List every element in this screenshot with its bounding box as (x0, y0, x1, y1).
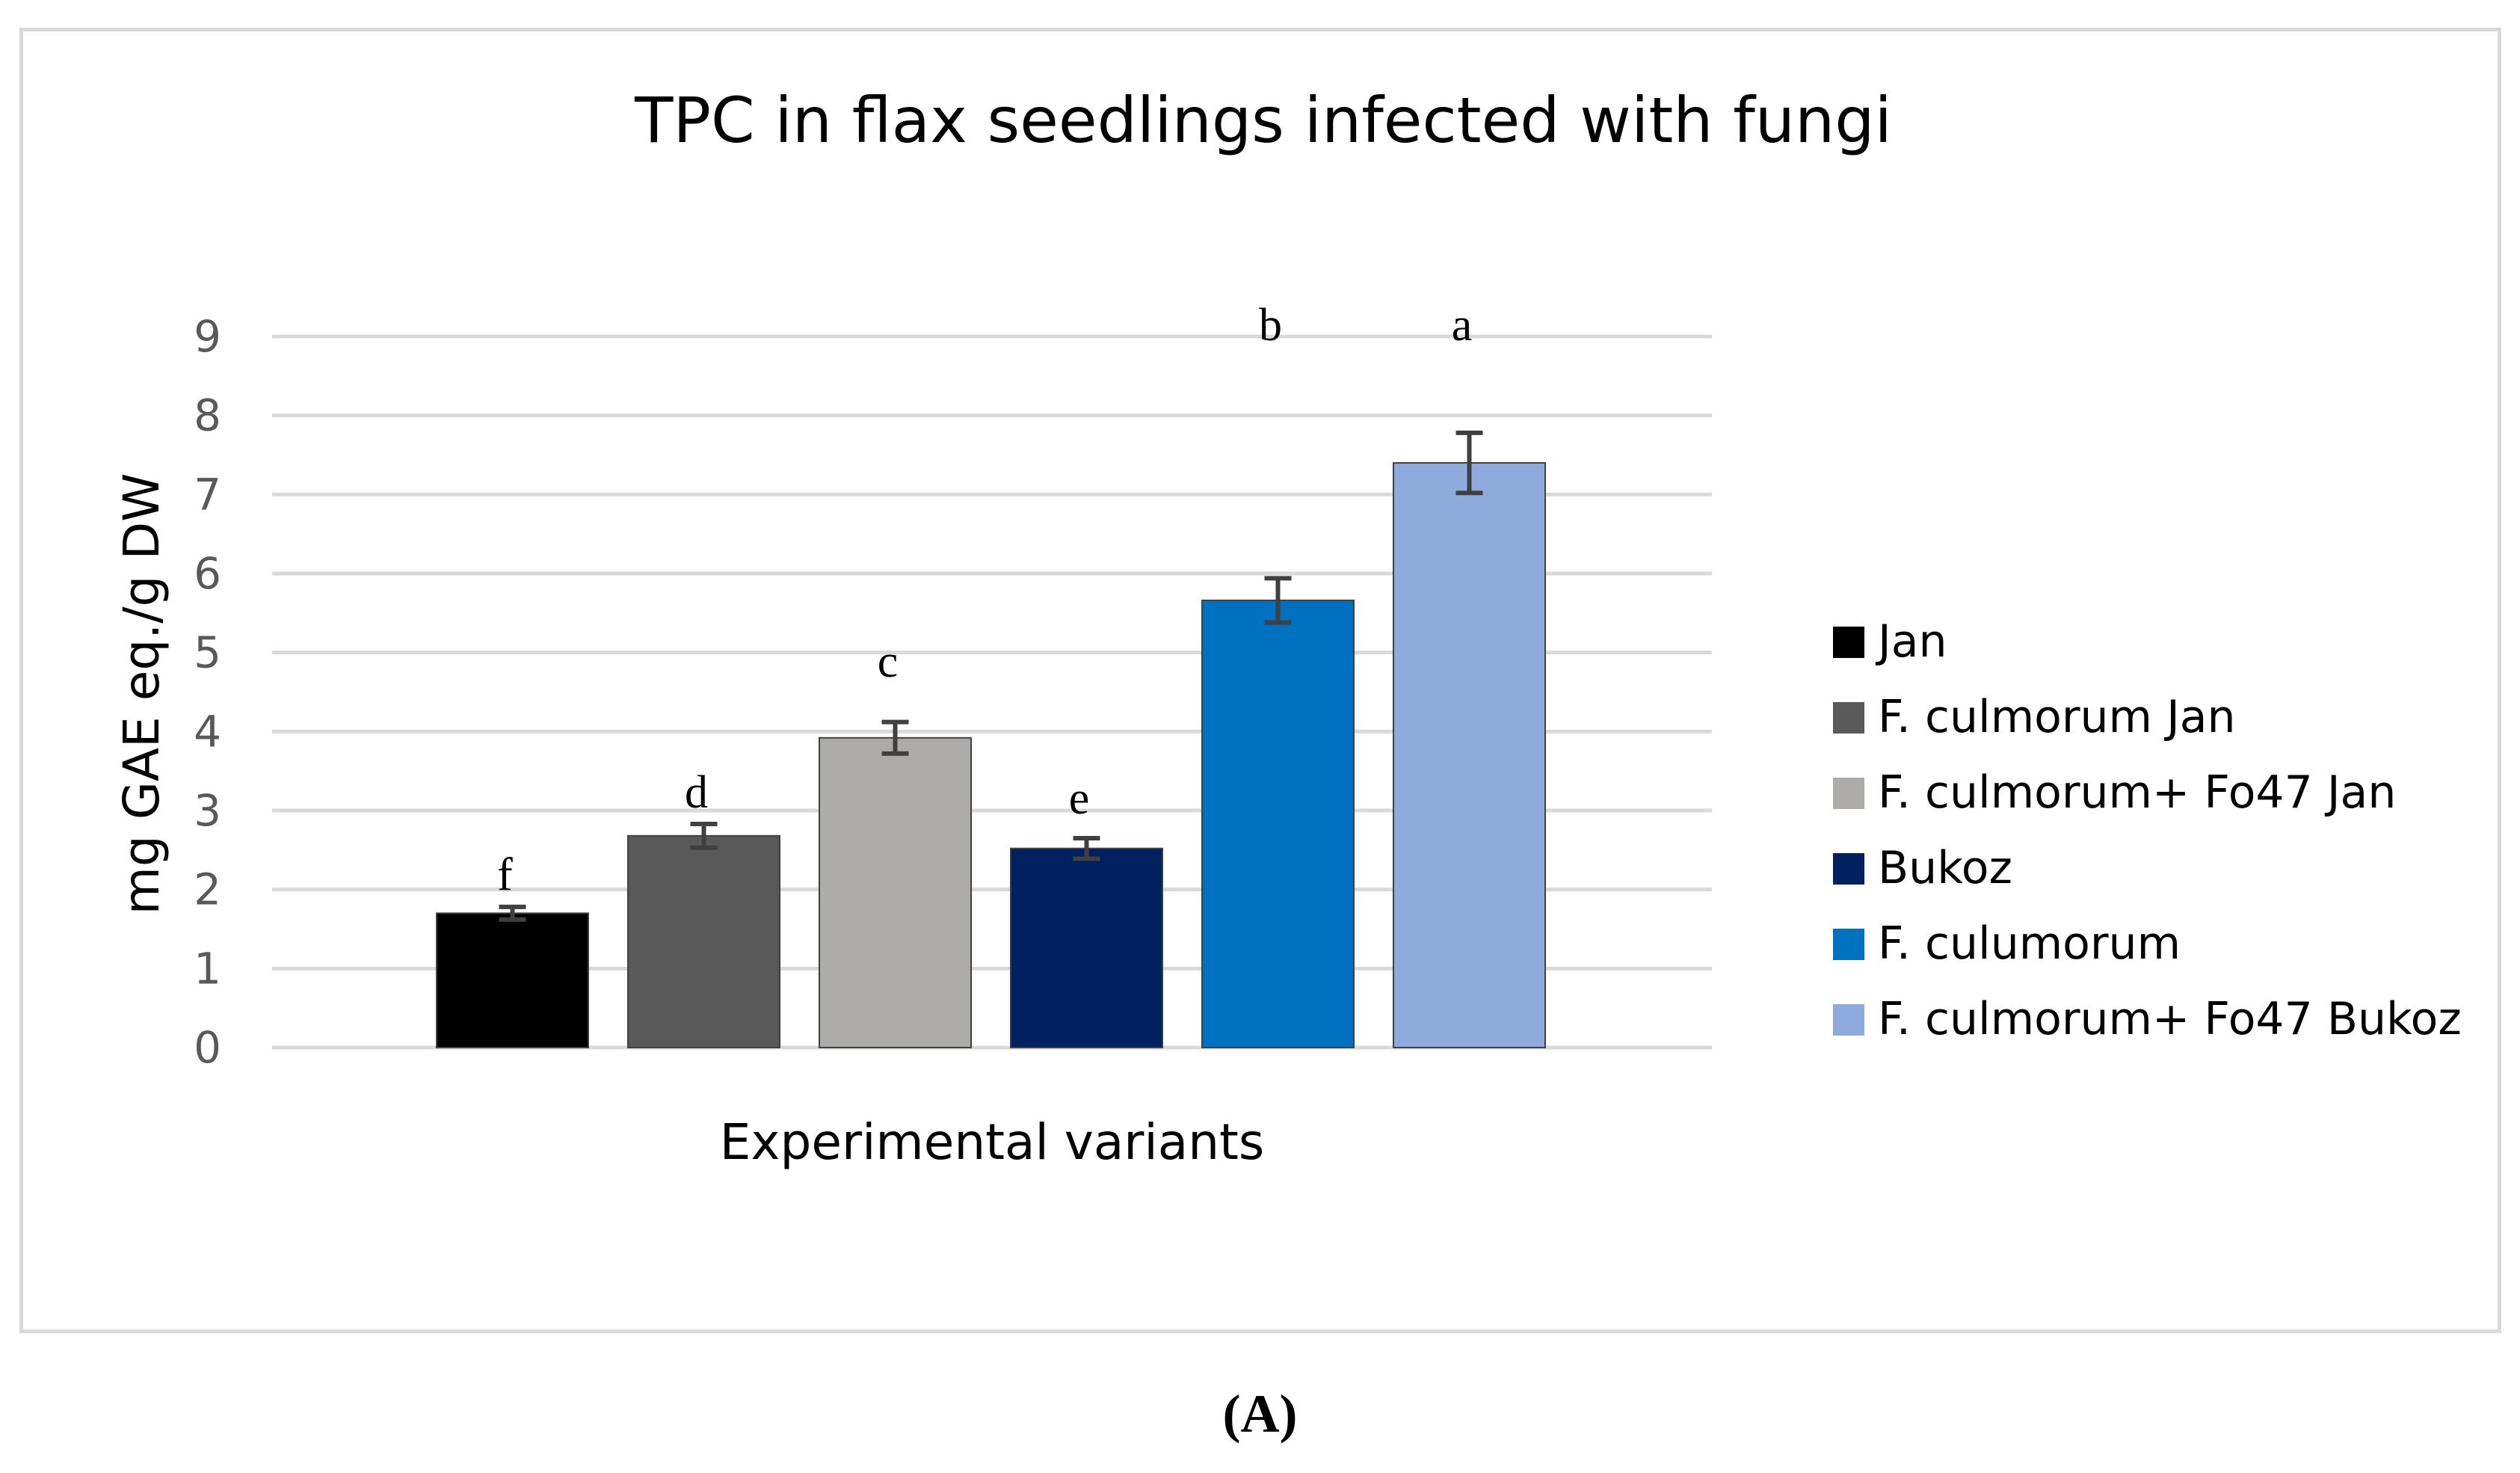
y-tick-label: 4 (194, 706, 221, 757)
y-tick-label: 5 (194, 627, 221, 678)
legend-swatch-4 (1833, 853, 1864, 885)
bar-4 (1010, 847, 1163, 1048)
panel-label: (A) (1222, 1384, 1298, 1444)
y-tick-label: 8 (194, 390, 221, 441)
chart: TPC in flax seedlings infected with fung… (113, 84, 2462, 1171)
legend-label-4: Bukoz (1878, 842, 2012, 894)
legend-label-6: F. culmorum+ Fo47 Bukoz (1878, 993, 2462, 1045)
x-axis-title: Experimental variants (720, 1113, 1265, 1171)
bar-2 (627, 834, 780, 1049)
chart-title: TPC in flax seedlings infected with fung… (634, 84, 1892, 157)
significance-label-4: e (1069, 773, 1090, 824)
bar-6 (1393, 462, 1546, 1048)
significance-label-1: f (497, 849, 513, 900)
legend-label-1: Jan (1875, 615, 1947, 668)
y-tick-label: 0 (194, 1022, 221, 1073)
bar-5 (1201, 599, 1355, 1048)
y-tick-label: 9 (194, 311, 221, 362)
y-axis-title: mg GAE eq./g DW (113, 473, 170, 915)
error-bar-5 (1264, 576, 1292, 625)
legend-swatch-1 (1833, 627, 1864, 658)
legend-label-3: F. culmorum+ Fo47 Jan (1878, 766, 2396, 819)
error-bar-1 (499, 904, 526, 922)
y-tick-label: 7 (194, 469, 221, 520)
significance-label-2: d (685, 767, 708, 818)
legend-label-5: F. culumorum (1878, 917, 2181, 970)
y-tick-label: 2 (194, 864, 221, 915)
error-bars (499, 430, 1483, 922)
legend: Jan F. culmorum Jan F. culmorum+ Fo47 Jan B… (1833, 615, 2462, 1045)
y-tick-label: 3 (194, 785, 221, 836)
y-tick-label: 1 (194, 943, 221, 994)
error-bar-6 (1455, 430, 1483, 496)
error-bar-4 (1073, 835, 1100, 861)
legend-swatch-6 (1833, 1004, 1864, 1036)
legend-label-2: F. culmorum Jan (1878, 691, 2236, 743)
y-tick-label: 6 (194, 548, 221, 599)
significance-label-3: c (878, 636, 899, 687)
legend-swatch-3 (1833, 778, 1864, 809)
significance-labels: f d c e b a (497, 300, 1472, 900)
bar-3 (819, 736, 972, 1049)
significance-label-5: b (1259, 300, 1282, 351)
legend-swatch-2 (1833, 702, 1864, 734)
error-bar-3 (881, 719, 909, 756)
bars (436, 462, 1546, 1049)
significance-label-6: a (1452, 300, 1473, 351)
y-axis-ticks: 0 1 2 3 4 5 6 7 8 9 (194, 311, 221, 1073)
error-bar-2 (690, 821, 718, 850)
legend-swatch-5 (1833, 929, 1864, 960)
bar-1 (436, 912, 589, 1049)
